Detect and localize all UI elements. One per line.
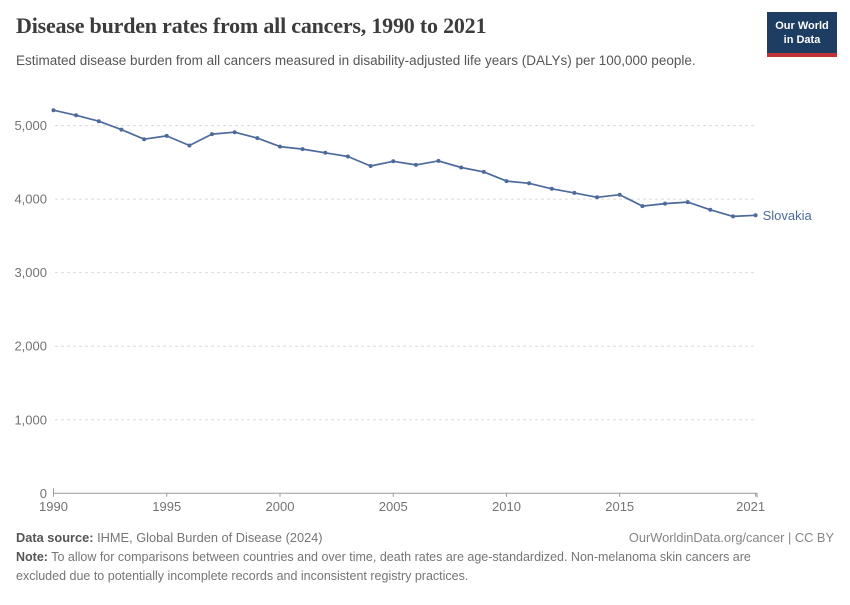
source-row: Data source: IHME, Global Burden of Dise… <box>16 530 834 545</box>
x-axis-tick-label: 2005 <box>379 499 408 514</box>
data-source: Data source: IHME, Global Burden of Dise… <box>16 530 323 545</box>
data-point-marker <box>481 169 486 174</box>
page-title: Disease burden rates from all cancers, 1… <box>16 13 487 38</box>
data-point-marker <box>164 133 169 138</box>
data-point-marker <box>663 201 667 206</box>
data-point-marker <box>436 158 441 163</box>
y-axis-tick-label: 3,000 <box>14 265 47 280</box>
data-point-marker <box>300 147 305 152</box>
y-axis-tick-label: 1,000 <box>14 412 47 427</box>
data-point-marker <box>232 130 237 135</box>
y-axis-tick-label: 2,000 <box>14 339 47 354</box>
note-label: Note: <box>16 550 48 564</box>
data-point-marker <box>685 200 690 205</box>
data-point-marker <box>595 195 600 200</box>
data-point-marker <box>708 207 713 212</box>
series-line-slovakia <box>52 109 757 218</box>
chart-note: Note: To allow for comparisons between c… <box>16 548 798 585</box>
series-end-label: Slovakia <box>763 208 813 223</box>
data-point-marker <box>640 204 645 209</box>
data-source-value: IHME, Global Burden of Disease (2024) <box>93 530 323 545</box>
data-point-marker <box>345 154 350 159</box>
x-axis-tick-label: 2000 <box>266 499 295 514</box>
data-point-marker <box>413 162 418 167</box>
owid-logo: Our World in Data <box>767 12 837 57</box>
data-point-marker <box>323 150 328 155</box>
chart-footer: Data source: IHME, Global Burden of Dise… <box>16 530 834 585</box>
data-point-marker <box>459 165 464 170</box>
data-point-marker <box>255 136 260 141</box>
data-point-marker <box>210 132 214 137</box>
x-axis-tick-label: 2015 <box>605 499 634 514</box>
data-point-marker <box>391 159 396 164</box>
owid-logo-line2: in Data <box>783 34 821 47</box>
x-axis-tick-label: 1995 <box>152 499 181 514</box>
x-axis-tick-label: 1990 <box>39 499 68 514</box>
owid-logo-line1: Our World <box>775 20 829 32</box>
data-point-marker <box>278 144 282 149</box>
data-point-marker <box>572 190 577 195</box>
data-point-marker <box>731 214 735 219</box>
data-point-marker <box>549 186 554 191</box>
chart-subtitle: Estimated disease burden from all cancer… <box>16 53 696 68</box>
data-point-marker <box>617 192 622 197</box>
data-point-marker <box>187 143 192 148</box>
data-point-marker <box>119 127 124 132</box>
data-point-marker <box>74 113 79 118</box>
y-axis-tick-label: 5,000 <box>14 118 47 133</box>
x-axis-tick-label: 2010 <box>492 499 521 514</box>
y-axis-tick-label: 4,000 <box>14 192 47 207</box>
data-point-marker <box>527 181 532 186</box>
x-axis-tick-label: 2021 <box>736 499 765 514</box>
note-value: To allow for comparisons between countri… <box>16 550 751 583</box>
license-attribution: OurWorldinData.org/cancer | CC BY <box>628 530 834 545</box>
y-axis-tick-label: 0 <box>40 486 47 501</box>
data-point-marker <box>142 137 147 142</box>
data-source-label: Data source: <box>16 530 94 545</box>
data-point-marker <box>753 213 758 218</box>
data-point-marker <box>368 164 373 168</box>
data-point-marker <box>96 119 101 124</box>
data-point-marker <box>51 108 56 113</box>
data-point-marker <box>504 179 509 184</box>
